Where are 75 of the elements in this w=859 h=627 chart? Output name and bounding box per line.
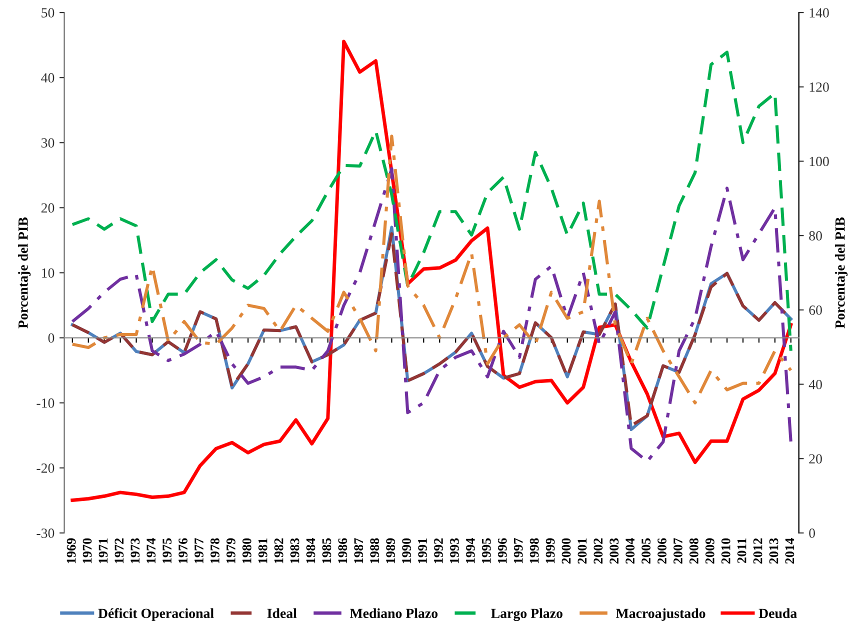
y2-tick-label: 60 [809,306,822,315]
y-tick-label: 10 [42,268,54,278]
x-tick-label: 2002 [594,538,603,564]
x-tick-label: 1985 [322,538,332,564]
y-tick-label: 40 [41,73,54,83]
x-tick-label: 2005 [642,538,650,564]
y2-tick-label: 80 [809,231,822,241]
x-tick-label: 2007 [674,538,682,564]
line-series [70,167,792,463]
x-tick-label: 2013 [769,538,778,564]
y2-tick-label: 140 [810,8,829,18]
x-tick-label: 2009 [705,538,714,564]
legend-label: Deuda [758,608,797,618]
x-tick-label: 1993 [450,538,459,564]
y2-tick-label: 40 [808,380,822,390]
x-tick-label: 1992 [434,538,443,564]
x-tick-label: 1989 [386,538,396,564]
y-tick-label: 30 [41,138,54,148]
line-series [70,40,793,502]
y-tick-label: 20 [41,203,54,213]
x-tick-label: 1970 [82,538,92,564]
x-tick-label: 1977 [194,538,204,564]
x-tick-label: 1980 [242,538,252,564]
x-tick-label: 1995 [482,538,491,564]
x-tick-label: 1988 [370,538,380,564]
y2-tick-label: 0 [809,528,816,538]
line-series [70,50,792,352]
x-tick-label: 2000 [562,538,571,564]
x-tick-label: 2001 [578,538,587,564]
x-tick-label: 1975 [162,538,172,564]
x-tick-label: 2011 [737,538,746,563]
x-tick-label: 2014 [785,538,794,564]
x-tick-label: 1999 [546,538,555,564]
x-tick-label: 1997 [514,538,523,564]
x-tick-label: 1984 [306,538,316,564]
y2-axis-title: Porcentaje del PIB [834,217,848,328]
x-tick-label: 1990 [402,538,411,564]
y-tick-label: -30 [36,528,54,538]
x-tick-label: 2008 [689,538,698,564]
x-tick-label: 1991 [418,538,427,564]
legend-label: Mediano Plazo [350,608,438,618]
x-tick-label: 2006 [658,538,666,564]
x-tick-label: 1987 [354,538,364,564]
x-tick-label: 1973 [130,538,140,564]
x-tick-label: 1986 [338,538,348,564]
y2-tick-label: 100 [810,156,829,166]
x-tick-label: 1969 [66,538,76,564]
x-tick-label: 2004 [626,538,635,564]
x-tick-label: 1996 [498,538,507,564]
x-tick-label: 1979 [226,538,236,564]
x-tick-label: 1974 [146,538,156,564]
y-axis-title: Porcentaje del PIB [18,217,31,328]
y-tick-label: 0 [48,333,54,343]
x-tick-label: 1994 [466,538,475,564]
x-tick-label: 2010 [721,538,730,564]
line-series [70,134,792,404]
legend-label: Déficit Operacional [98,608,214,621]
x-tick-label: 1976 [178,538,188,564]
x-tick-label: 2003 [610,538,619,564]
y2-tick-label: 20 [809,454,822,464]
legend-label: Ideal [267,608,297,618]
y-tick-label: -20 [36,463,54,473]
y-tick-label: -10 [36,398,54,408]
x-tick-label: 1998 [530,538,539,564]
y-tick-label: 50 [42,8,54,18]
x-tick-label: 1983 [290,538,300,564]
legend-label: Largo Plazo [491,608,562,621]
y2-tick-label: 120 [810,82,829,92]
legend-label: Macroajustado [616,608,706,621]
x-tick-label: 1981 [258,538,268,564]
x-tick-label: 1982 [274,538,284,564]
x-tick-label: 1972 [114,538,124,564]
x-tick-label: 1971 [98,538,108,564]
x-tick-label: 1978 [210,538,220,564]
x-tick-label: 2012 [753,538,762,564]
